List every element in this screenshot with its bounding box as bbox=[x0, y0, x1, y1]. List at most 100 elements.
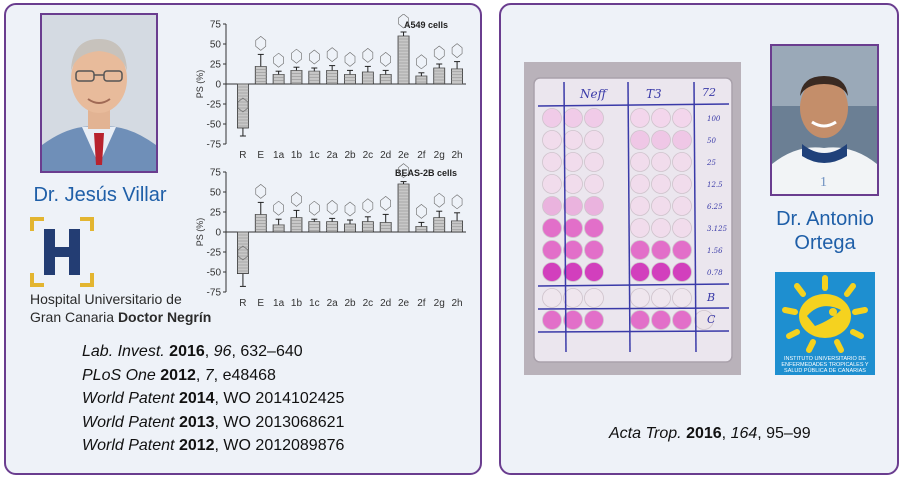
well bbox=[651, 130, 671, 150]
y-tick-label: -75 bbox=[207, 140, 222, 151]
structure-icon bbox=[237, 245, 249, 261]
well bbox=[672, 130, 692, 150]
well bbox=[672, 218, 692, 238]
x-tick-label: 2a bbox=[327, 298, 339, 309]
well bbox=[672, 262, 692, 282]
structure-icon bbox=[255, 184, 267, 199]
reference-detail: , WO 2012089876 bbox=[214, 437, 345, 454]
bar bbox=[379, 74, 392, 85]
structure-icon bbox=[433, 192, 445, 208]
structure-icon bbox=[309, 200, 320, 216]
x-tick-label: 2h bbox=[452, 298, 463, 309]
well bbox=[651, 152, 671, 172]
well bbox=[672, 288, 692, 308]
villar-name: Dr. Jesús Villar bbox=[33, 184, 167, 206]
well bbox=[542, 288, 562, 308]
y-tick-label: 25 bbox=[210, 60, 222, 71]
structure-icon bbox=[433, 45, 445, 61]
ortega-name-line1: Dr. Antonio bbox=[776, 208, 874, 230]
reference-year: 2014 bbox=[178, 390, 215, 407]
reference-detail: , e48468 bbox=[213, 366, 276, 384]
well bbox=[584, 240, 604, 260]
villar-photo bbox=[40, 13, 158, 173]
structure-icon bbox=[380, 52, 391, 67]
well bbox=[584, 130, 604, 150]
villar-portrait-icon bbox=[42, 15, 156, 171]
well bbox=[563, 108, 583, 128]
reference-item: World Patent 2012, WO 2012089876 bbox=[82, 434, 344, 458]
x-tick-label: 1c bbox=[309, 150, 320, 161]
bar bbox=[415, 75, 428, 85]
x-tick-label: R bbox=[239, 150, 246, 161]
marker-line bbox=[537, 103, 730, 107]
acta-pages: , 95–99 bbox=[757, 425, 811, 442]
well bbox=[542, 218, 562, 238]
reference-year: 2016 bbox=[169, 343, 205, 360]
reference-year: 2012 bbox=[178, 437, 215, 454]
acta-journal: Acta Trop. bbox=[609, 425, 682, 442]
well bbox=[563, 196, 583, 216]
y-tick-label: 75 bbox=[210, 20, 222, 31]
hospital-logo-icon bbox=[30, 217, 94, 287]
bar bbox=[344, 74, 356, 85]
x-tick-label: 2c bbox=[363, 150, 374, 161]
reference-journal: Lab. Invest. bbox=[82, 343, 165, 360]
well bbox=[651, 174, 671, 194]
structure-icon bbox=[344, 201, 356, 217]
well bbox=[672, 196, 692, 216]
well bbox=[651, 310, 671, 330]
well bbox=[651, 108, 671, 128]
well bbox=[563, 240, 583, 260]
x-tick-label: 1c bbox=[309, 298, 320, 309]
well bbox=[584, 262, 604, 282]
well bbox=[584, 174, 604, 194]
structure-icon bbox=[416, 54, 427, 70]
reference-journal: World Patent bbox=[82, 413, 175, 431]
reference-item: Lab. Invest. 2016, 96, 632–640 bbox=[82, 343, 303, 360]
structure-icon bbox=[398, 163, 409, 178]
well bbox=[542, 174, 562, 194]
reference-item: World Patent 2014, WO 2014102425 bbox=[82, 387, 344, 411]
row-label: 50 bbox=[707, 137, 716, 145]
well bbox=[563, 288, 583, 308]
institute-logo: INSTITUTO UNIVERSITARIO DE ENFERMEDADES … bbox=[775, 272, 875, 375]
well bbox=[651, 196, 671, 216]
handwritten-label: 72 bbox=[702, 86, 716, 99]
bar bbox=[272, 74, 285, 85]
bar bbox=[308, 70, 321, 85]
row-label: 25 bbox=[706, 159, 716, 167]
structure-icon bbox=[291, 192, 302, 207]
row-label: C bbox=[707, 313, 716, 326]
structure-icon bbox=[398, 14, 409, 29]
structure-icon bbox=[326, 47, 338, 62]
y-tick-label: -50 bbox=[207, 268, 222, 279]
y-tick-label: -25 bbox=[207, 100, 222, 111]
well bbox=[563, 130, 583, 150]
y-axis-label: PS (%) bbox=[196, 70, 205, 99]
x-tick-label: 2e bbox=[398, 150, 410, 161]
well bbox=[563, 174, 583, 194]
well bbox=[630, 310, 650, 330]
y-tick-label: 0 bbox=[215, 80, 221, 91]
bar bbox=[290, 70, 303, 85]
well bbox=[630, 288, 650, 308]
well bbox=[630, 174, 650, 194]
well bbox=[694, 310, 714, 330]
structure-icon bbox=[380, 196, 391, 211]
bar bbox=[237, 83, 249, 129]
well bbox=[630, 108, 650, 128]
svg-text:1: 1 bbox=[820, 175, 827, 190]
well bbox=[672, 310, 692, 330]
structure-icon bbox=[255, 36, 267, 51]
well bbox=[672, 152, 692, 172]
x-tick-label: R bbox=[239, 298, 246, 309]
ortega-name-line2: Ortega bbox=[794, 232, 856, 254]
structure-icon bbox=[362, 198, 374, 214]
x-tick-label: 2f bbox=[417, 150, 426, 161]
acta-volume: 164 bbox=[730, 425, 758, 442]
well bbox=[584, 196, 604, 216]
well bbox=[542, 240, 562, 260]
structure-icon bbox=[344, 52, 356, 67]
row-label: 12.5 bbox=[707, 181, 723, 189]
structure-icon bbox=[273, 200, 284, 216]
